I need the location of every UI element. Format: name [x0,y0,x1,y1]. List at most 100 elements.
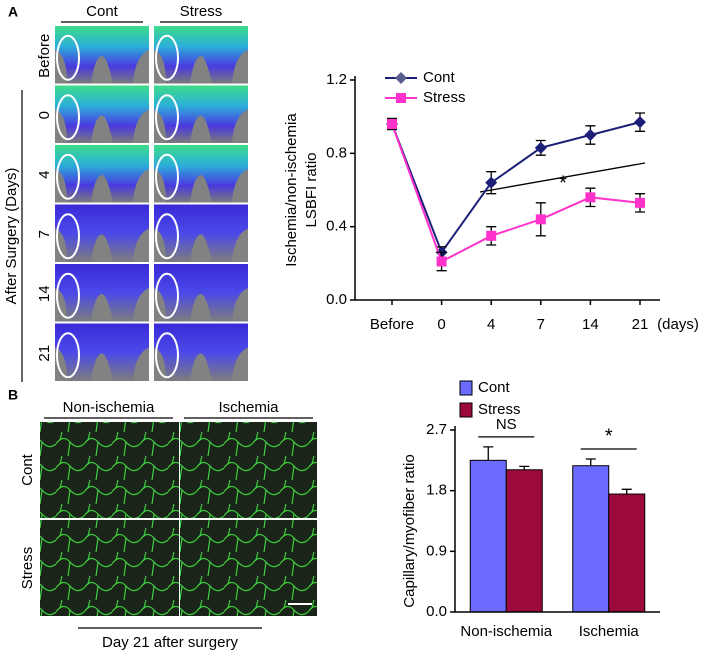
y-tick-label: 1.2 [326,71,347,88]
micrograph [40,422,179,518]
column-label: Stress [180,3,223,20]
legend-label: Cont [478,379,511,396]
marker [634,116,646,129]
ischemic-region [155,153,179,200]
ischemic-region [155,213,179,260]
y-axis-label: Capillary/myofiber ratio [401,454,418,607]
x-tick-label: 7 [537,316,545,333]
micrograph [180,520,317,616]
y-axis-label: LSBFI ratio [303,152,320,227]
image-body [55,145,149,203]
x-tick-label: Non-ischemia [460,623,552,640]
ischemic-region [155,34,179,81]
x-axis-label: (days) [657,316,699,333]
row-label: 0 [36,111,53,119]
row-label: Stress [19,547,36,590]
caption: Day 21 after surgery [102,634,238,651]
row-label: 4 [36,171,53,179]
column-label: Ischemia [218,399,279,416]
ischemic-region [155,332,179,379]
bar [505,469,543,613]
x-tick-label: 4 [487,316,495,333]
image-body [154,204,248,262]
ischemic-region [56,153,80,200]
x-tick-label: 14 [582,316,599,333]
micrograph [180,422,317,518]
marker [486,230,497,241]
fluorescence-images [40,422,317,616]
legend-marker [396,93,406,103]
image-body [55,264,149,322]
trend-line [479,162,646,193]
laser-images [55,26,248,381]
row-label: Before [36,34,53,78]
ischemic-region [155,272,179,319]
panel-label: A [8,4,18,20]
ischemic-region [56,213,80,260]
x-tick-label: 21 [632,316,649,333]
ischemic-region [56,34,80,81]
y-axis-label: Ischemia/non-ischemia [283,113,300,267]
bar [469,459,507,613]
y-tick-label: 2.7 [426,421,447,438]
x-tick-label: 0 [437,316,445,333]
row-label: 14 [36,285,53,302]
y-tick-label: 0.0 [426,603,447,620]
micrograph [40,520,179,616]
legend-label: Cont [423,69,456,86]
ischemic-region [155,94,179,141]
series-line [391,123,641,263]
annotation: * [605,425,613,447]
image-body [55,204,149,262]
column-label: Cont [86,3,119,20]
ischemic-region [56,94,80,141]
ischemic-region [56,332,80,379]
image-body [154,264,248,322]
image-body [154,323,248,381]
y-tick-label: 0.9 [426,542,447,559]
row-label: 21 [36,345,53,362]
annotation: * [559,172,567,194]
legend-label: Stress [478,401,521,418]
image-body [154,85,248,143]
error-bar [621,488,632,495]
y-tick-label: 0.4 [326,218,347,235]
y-tick-label: 1.8 [426,482,447,499]
marker [585,192,596,203]
bar [572,465,610,613]
axis [354,76,660,301]
image-body [55,323,149,381]
series-line [391,121,641,255]
marker [635,197,645,208]
column-label: Non-ischemia [63,399,155,416]
y-tick-label: 0.0 [326,291,347,308]
marker [534,141,547,154]
row-label: 7 [36,230,53,238]
axis [454,426,660,613]
marker [436,256,447,267]
marker [584,129,597,141]
image-body [154,145,248,203]
legend-swatch [459,402,473,418]
row-axis-label: After Surgery (Days) [3,168,20,305]
annotation: NS [496,416,517,433]
ischemic-region [56,272,80,319]
image-body [154,26,248,84]
panel-label: B [8,387,18,403]
y-tick-label: 0.8 [326,144,347,161]
error-bar [483,446,494,461]
legend-label: Stress [423,89,466,106]
row-label: Cont [19,453,36,486]
image-body [55,85,149,143]
legend-marker [395,72,407,84]
x-tick-label: Before [370,316,414,333]
marker [387,119,397,129]
x-tick-label: Ischemia [579,623,640,640]
image-body [55,26,149,84]
error-bar [585,458,596,466]
marker [535,214,546,225]
error-bar [519,465,530,470]
marker [485,176,498,189]
legend-swatch [459,380,473,396]
